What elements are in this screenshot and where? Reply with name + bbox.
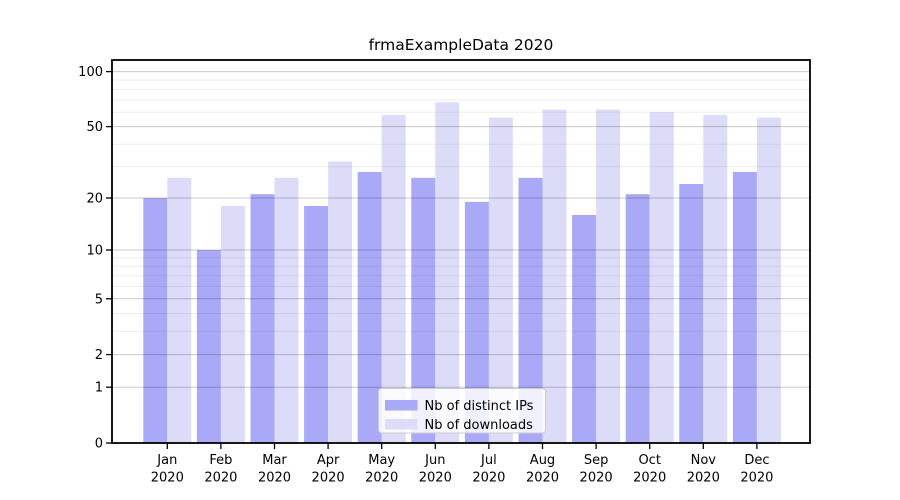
legend-swatch-distinct-ips <box>385 400 418 411</box>
bar-downloads-jun <box>435 102 460 444</box>
legend-box <box>378 388 546 434</box>
x-axis-tick-label: Mar 2020 <box>258 453 291 486</box>
x-axis-tick-label: Feb 2020 <box>204 453 237 486</box>
bar-downloads-sep <box>596 109 621 443</box>
x-axis-tick-label: Jan 2020 <box>151 453 184 486</box>
bar-downloads-apr <box>328 161 353 443</box>
bar-distinct-ips-apr <box>304 206 329 443</box>
y-axis-tick-label: 1 <box>95 381 103 396</box>
legend: Nb of distinct IPs Nb of downloads <box>378 388 546 434</box>
bar-distinct-ips-dec <box>732 172 757 443</box>
legend-label-distinct-ips: Nb of distinct IPs <box>425 399 534 414</box>
y-axis-tick-label: 50 <box>86 120 103 135</box>
bar-downloads-mar <box>274 177 299 444</box>
plot-border <box>111 59 811 444</box>
x-axis-tick-label: Aug 2020 <box>526 453 559 486</box>
bar-downloads-feb <box>220 206 245 443</box>
bar-distinct-ips-mar <box>250 194 275 443</box>
chart-title: frmaExampleData 2020 <box>369 36 554 54</box>
bar-distinct-ips-sep <box>572 215 597 443</box>
x-axis-tick-label: Oct 2020 <box>633 453 666 486</box>
legend-label-downloads: Nb of downloads <box>425 418 534 433</box>
y-axis-tick-label: 10 <box>86 244 103 259</box>
bar-downloads-aug <box>542 109 567 443</box>
bar-distinct-ips-oct <box>625 194 650 443</box>
bar-distinct-ips-jan <box>143 198 168 443</box>
y-axis-tick-label: 5 <box>95 292 103 307</box>
x-axis-tick-label: Jul 2020 <box>472 453 505 486</box>
bar-downloads-jan <box>167 177 192 444</box>
bar-distinct-ips-may <box>357 172 382 443</box>
x-axis-tick-label: Dec 2020 <box>740 453 773 486</box>
bar-distinct-ips-feb <box>196 250 221 443</box>
x-axis-tick-label: Sep 2020 <box>580 453 613 486</box>
y-axis-tick-label: 0 <box>95 437 103 452</box>
x-axis-tick-label: May 2020 <box>365 453 398 486</box>
bar-distinct-ips-nov <box>679 184 704 443</box>
bar-downloads-nov <box>703 114 728 444</box>
bar-downloads-oct <box>649 112 674 443</box>
y-axis-tick-label: 20 <box>86 192 103 207</box>
legend-swatch-downloads <box>385 419 418 430</box>
x-axis-tick-label: Jun 2020 <box>419 453 452 486</box>
y-axis-tick-label: 100 <box>78 65 103 80</box>
y-axis-tick-label: 2 <box>95 348 103 363</box>
gridlines-layer <box>112 71 810 388</box>
x-axis-tick-label: Apr 2020 <box>312 453 345 486</box>
x-axis-tick-label: Nov 2020 <box>687 453 720 486</box>
bar-downloads-dec <box>756 117 781 443</box>
